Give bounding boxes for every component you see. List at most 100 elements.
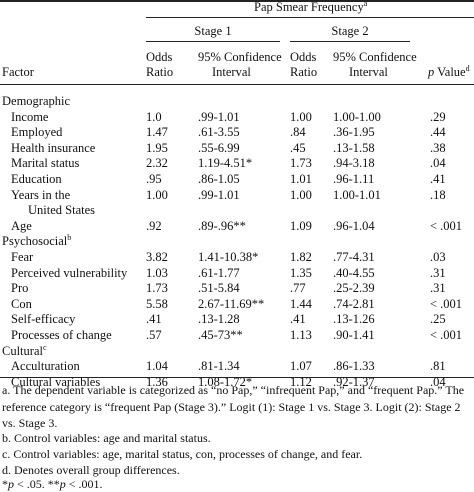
factor-label-text: Psychosocial <box>2 234 68 249</box>
factor-label-text: Health insurance <box>11 140 96 155</box>
cell-or1: 1.00 <box>146 187 168 202</box>
cell-or2: 1.01 <box>290 172 312 186</box>
cell-or1: .92 <box>146 218 162 233</box>
cell-or2: .84 <box>290 125 306 140</box>
cell-ci2: .86-1.33 <box>333 359 375 374</box>
cell-ci1: .86-1.05 <box>198 172 240 186</box>
super-title-rule <box>146 17 474 18</box>
factor-label: United States <box>28 203 95 217</box>
cell-or1: .95 <box>146 172 162 186</box>
cell-p: .31 <box>430 265 446 280</box>
cell-or1: .41 <box>146 312 162 327</box>
cell-or1: 1.03 <box>146 265 168 280</box>
factor-label-text: Perceived vulnerability <box>11 265 128 280</box>
factor-label-text: Cultural variables <box>11 374 101 389</box>
factor-label: Marital status <box>11 156 79 170</box>
top-rule <box>0 0 474 2</box>
factor-label: Acculturation <box>11 359 80 373</box>
cell-ci2: .74-2.81 <box>333 296 375 311</box>
note-a-line3: vs. Stage 3. <box>2 416 58 430</box>
cell-ci2: .96-1.04 <box>333 218 375 233</box>
note-d: d. Denotes overall group differences. <box>2 463 180 477</box>
ci-label-1b: Interval <box>212 65 251 79</box>
cell-ci1: .81-1.34 <box>198 359 240 374</box>
factor-label-text: Education <box>11 172 62 186</box>
factor-label-text: Marital status <box>11 156 80 171</box>
factor-label-text: Income <box>11 109 49 124</box>
super-title: Pap Smear Frequencya <box>254 0 368 14</box>
section-label: Psychosocialb <box>2 233 72 249</box>
cell-ci1: 1.41-10.38* <box>198 250 259 264</box>
cell-or1: 5.58 <box>146 296 168 311</box>
factor-label-text: Processes of change <box>11 328 112 342</box>
factor-label: Processes of change <box>11 328 112 342</box>
cell-ci1: .55-6.99 <box>198 140 240 155</box>
cell-or2: 1.13 <box>290 328 312 342</box>
factor-label: Fear <box>11 250 33 264</box>
factor-label-text: Pro <box>11 281 29 296</box>
cell-ci1: 1.19-4.51* <box>198 156 253 171</box>
cell-or2: .77 <box>290 281 306 296</box>
cell-ci2: .13-1.58 <box>333 140 375 155</box>
note-significance: *p < .05. **p < .001. <box>2 477 103 491</box>
cell-ci1: 1.08-1.72* <box>198 374 253 389</box>
factor-label: Self-efficacy <box>11 312 75 326</box>
cell-or2: 1.09 <box>290 218 312 233</box>
cell-ci2: 1.00-1.00 <box>333 109 381 124</box>
cell-p: .31 <box>430 281 446 296</box>
factor-label: Pro <box>11 281 28 295</box>
cell-p: .04 <box>430 374 446 389</box>
factor-label: Cultural variables <box>11 375 100 389</box>
odds-label-1: Odds <box>146 50 173 64</box>
cell-or1: 2.32 <box>146 156 168 171</box>
cell-ci2: .90-1.41 <box>333 328 375 342</box>
stage1-rule <box>146 41 280 42</box>
cell-ci1: .61-1.77 <box>198 265 240 280</box>
cell-p: < .001 <box>430 218 463 233</box>
factor-label-text: Demographic <box>2 94 71 108</box>
cell-or2: .41 <box>290 312 306 327</box>
cell-ci1: .45-73** <box>198 328 243 342</box>
factor-label: Education <box>11 172 62 186</box>
cell-ci2: .25-2.39 <box>333 281 375 296</box>
cell-or1: 1.95 <box>146 140 168 155</box>
cell-p: .03 <box>430 250 446 264</box>
factor-label-text: Acculturation <box>11 359 80 374</box>
factor-label: Income <box>11 110 48 124</box>
factor-label-text: Age <box>11 218 32 233</box>
factor-label-text: Employed <box>11 125 63 140</box>
cell-or2: 1.12 <box>290 374 312 389</box>
factor-label: Years in the <box>11 188 70 202</box>
cell-ci1: .13-1.28 <box>198 312 240 327</box>
cell-ci2: .94-3.18 <box>333 156 375 171</box>
table-bottom-rule <box>0 377 474 378</box>
cell-or1: .57 <box>146 328 162 342</box>
factor-label: Con <box>11 297 32 311</box>
cell-ci2: .36-1.95 <box>333 125 375 140</box>
cell-p: < .001 <box>430 328 463 342</box>
pvalue-header: p Valued <box>428 63 470 79</box>
footnote-marker: b <box>67 233 72 243</box>
note-b: b. Control variables: age and marital st… <box>2 431 211 445</box>
cell-p: .18 <box>430 187 446 202</box>
note-a-line2: reference category is “frequent Pap (Sta… <box>2 400 461 414</box>
cell-or2: 1.07 <box>290 359 312 374</box>
note-c: c. Control variables: age, marital statu… <box>2 447 363 461</box>
cell-or2: 1.35 <box>290 265 312 280</box>
stage1-header: Stage 1 <box>194 24 232 38</box>
factor-label-text: Fear <box>11 250 34 264</box>
cell-or1: 1.0 <box>146 109 162 124</box>
cell-or1: 1.36 <box>146 374 168 389</box>
ratio-label-1: Ratio <box>146 65 174 79</box>
ci-label-1a: 95% Confidence <box>198 50 282 64</box>
cell-ci1: .89-.96** <box>198 218 246 233</box>
factor-label-text: Self-efficacy <box>11 312 76 327</box>
cell-ci2: .40-4.55 <box>333 265 375 280</box>
cell-or2: 1.82 <box>290 250 312 264</box>
cell-ci2: .77-4.31 <box>333 250 375 264</box>
section-label: Culturalc <box>2 343 47 358</box>
cell-or2: 1.00 <box>290 187 312 202</box>
cell-ci1: .61-3.55 <box>198 125 240 140</box>
cell-or1: 3.82 <box>146 250 168 264</box>
factor-label: Employed <box>11 125 62 139</box>
